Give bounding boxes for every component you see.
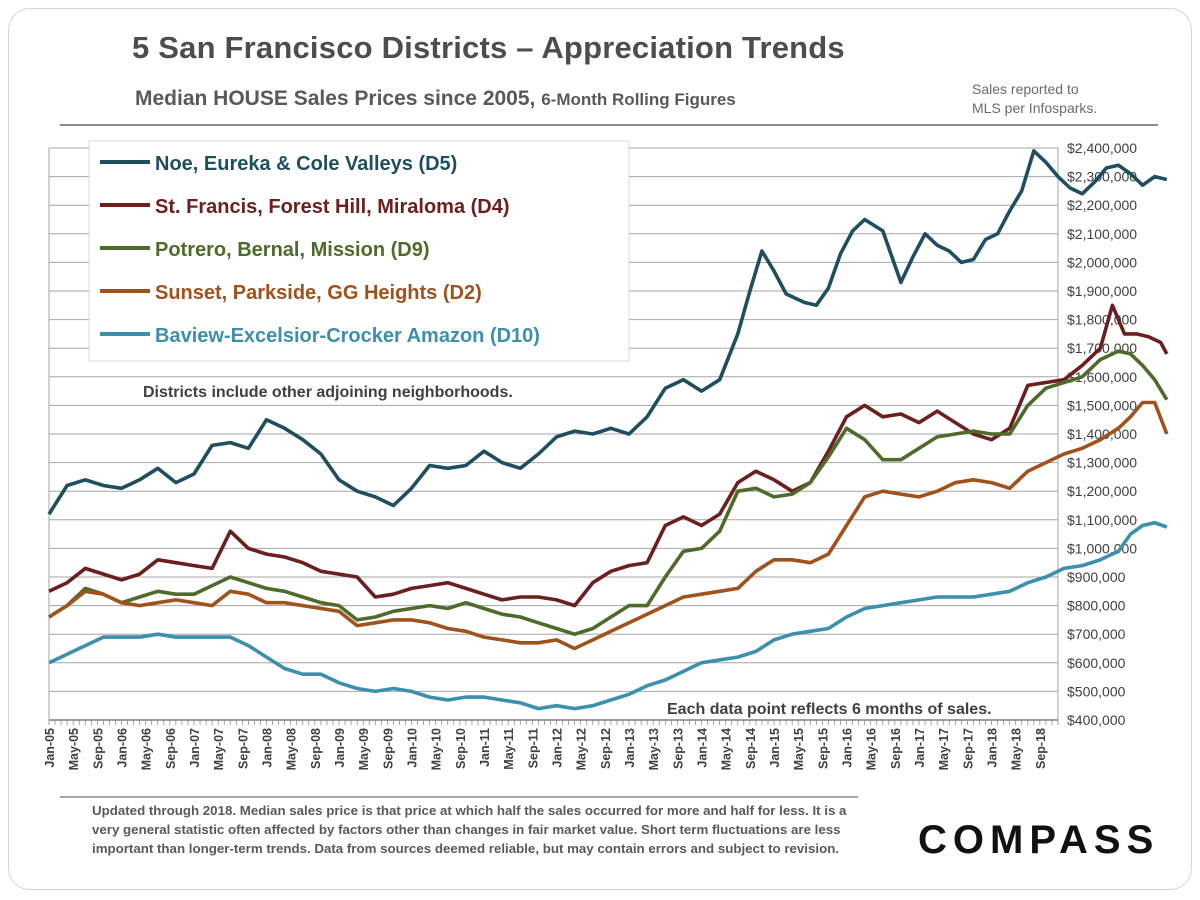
x-tick-label: Sep-14 bbox=[744, 728, 758, 769]
x-tick-label: Jan-10 bbox=[406, 728, 420, 768]
series-line-4 bbox=[48, 400, 1169, 651]
districts-note: Districts include other adjoining neighb… bbox=[143, 384, 513, 401]
chart-subtitle: Median HOUSE Sales Prices since 2005, 6-… bbox=[135, 87, 736, 111]
x-tick-label: May-17 bbox=[937, 728, 951, 770]
y-tick-label: $500,000 bbox=[1067, 683, 1126, 699]
x-tick-label: Sep-07 bbox=[236, 728, 250, 769]
y-axis-ticks: $400,000 $500,000 $600,000 $700,000 $800,000… bbox=[1067, 140, 1137, 728]
x-tick-label: Sep-06 bbox=[164, 728, 178, 769]
x-tick-label: Sep-13 bbox=[671, 728, 685, 769]
legend-label: Noe, Eureka & Cole Valleys (D5) bbox=[155, 153, 457, 175]
y-tick-label: $1,900,000 bbox=[1067, 283, 1137, 299]
x-tick-label: Jan-09 bbox=[333, 728, 347, 768]
x-tick-label: Sep-09 bbox=[381, 728, 395, 769]
x-tick-label: Jan-16 bbox=[841, 728, 855, 768]
x-tick-label: Sep-15 bbox=[816, 728, 830, 769]
source-line-1: Sales reported to bbox=[972, 81, 1079, 97]
y-tick-label: $1,800,000 bbox=[1067, 312, 1137, 328]
x-tick-label: May-13 bbox=[647, 728, 661, 770]
y-tick-label: $2,400,000 bbox=[1067, 140, 1137, 156]
x-tick-label: May-14 bbox=[720, 728, 734, 770]
x-tick-label: May-15 bbox=[792, 728, 806, 770]
subtitle-main: Median HOUSE Sales Prices since 2005, bbox=[135, 87, 536, 110]
series-line-2 bbox=[48, 303, 1169, 608]
x-tick-label: Jan-13 bbox=[623, 728, 637, 768]
y-tick-label: $1,300,000 bbox=[1067, 455, 1137, 471]
data-point-note: Each data point reflects 6 months of sal… bbox=[667, 701, 992, 718]
y-tick-label: $1,200,000 bbox=[1067, 483, 1137, 499]
x-tick-label: Jan-17 bbox=[913, 728, 927, 768]
x-tick-label: Jan-07 bbox=[188, 728, 202, 768]
x-tick-label: Sep-11 bbox=[526, 728, 540, 768]
x-tick-label: Jan-11 bbox=[478, 728, 492, 767]
y-tick-label: $2,200,000 bbox=[1067, 197, 1137, 213]
x-tick-label: May-18 bbox=[1010, 728, 1024, 770]
x-tick-label: May-05 bbox=[67, 728, 81, 770]
y-tick-label: $1,500,000 bbox=[1067, 397, 1137, 413]
y-tick-label: $400,000 bbox=[1067, 712, 1126, 728]
x-tick-label: Jan-18 bbox=[986, 728, 1000, 768]
header-rule bbox=[60, 124, 1158, 126]
chart-title: 5 San Francisco Districts – Appreciation… bbox=[132, 30, 845, 65]
x-tick-label: May-12 bbox=[575, 728, 589, 770]
source-note: Sales reported to MLS per Infosparks. bbox=[972, 80, 1097, 118]
y-tick-label: $2,000,000 bbox=[1067, 254, 1137, 270]
source-line-2: MLS per Infosparks. bbox=[972, 100, 1098, 116]
y-tick-label: $800,000 bbox=[1067, 598, 1126, 614]
compass-logo: COMPASS bbox=[918, 818, 1160, 862]
x-tick-label: Jan-12 bbox=[551, 728, 565, 768]
x-tick-label: Jan-14 bbox=[696, 728, 710, 768]
x-tick-label: Jan-15 bbox=[768, 728, 782, 768]
legend-label: St. Francis, Forest Hill, Miraloma (D4) bbox=[155, 196, 510, 218]
legend: Noe, Eureka & Cole Valleys (D5) St. Franc… bbox=[88, 140, 630, 362]
legend-label: Potrero, Bernal, Mission (D9) bbox=[155, 239, 430, 261]
series-line-1 bbox=[47, 149, 1168, 516]
x-tick-label: Jan-06 bbox=[116, 728, 130, 768]
x-tick-label: Sep-12 bbox=[599, 728, 613, 769]
series-lines bbox=[47, 149, 1169, 711]
footnote: Updated through 2018. Median sales price… bbox=[92, 803, 847, 856]
x-tick-label: Sep-08 bbox=[309, 728, 323, 769]
series-line-5 bbox=[48, 520, 1168, 711]
x-tick-label: May-16 bbox=[865, 728, 879, 770]
series-line-3 bbox=[48, 349, 1169, 636]
legend-label: Sunset, Parkside, GG Heights (D2) bbox=[155, 282, 482, 304]
y-tick-label: $900,000 bbox=[1067, 569, 1126, 585]
x-tick-label: Sep-18 bbox=[1034, 728, 1048, 769]
y-tick-label: $1,000,000 bbox=[1067, 540, 1137, 556]
y-tick-label: $700,000 bbox=[1067, 626, 1126, 642]
legend-box bbox=[88, 140, 630, 362]
x-tick-label: Sep-17 bbox=[961, 728, 975, 769]
y-tick-label: $2,100,000 bbox=[1067, 226, 1137, 242]
x-tick-label: Sep-16 bbox=[889, 728, 903, 769]
chart-annotations: Districts include other adjoining neighb… bbox=[60, 384, 992, 798]
x-tick-label: Jan-08 bbox=[261, 728, 275, 768]
x-tick-label: May-11 bbox=[502, 728, 516, 770]
x-axis-ticks: Jan-05 May-05 Sep-05 Jan-06 May-06 Sep-06 Jan-… bbox=[43, 720, 1059, 770]
x-tick-label: May-07 bbox=[212, 728, 226, 770]
y-tick-label: $1,400,000 bbox=[1067, 426, 1137, 442]
x-tick-label: May-06 bbox=[140, 728, 154, 770]
y-tick-label: $1,100,000 bbox=[1067, 512, 1137, 528]
subtitle-small: 6-Month Rolling Figures bbox=[541, 90, 736, 109]
x-tick-label: May-08 bbox=[285, 728, 299, 770]
x-tick-label: May-10 bbox=[430, 728, 444, 770]
legend-label: Baview-Excelsior-Crocker Amazon (D10) bbox=[155, 325, 540, 347]
x-tick-label: Sep-05 bbox=[91, 728, 105, 769]
x-tick-label: Sep-10 bbox=[454, 728, 468, 769]
x-tick-label: Jan-05 bbox=[43, 728, 57, 768]
y-tick-label: $2,300,000 bbox=[1067, 169, 1137, 185]
y-tick-label: $600,000 bbox=[1067, 655, 1126, 671]
x-tick-label: May-09 bbox=[357, 728, 371, 770]
